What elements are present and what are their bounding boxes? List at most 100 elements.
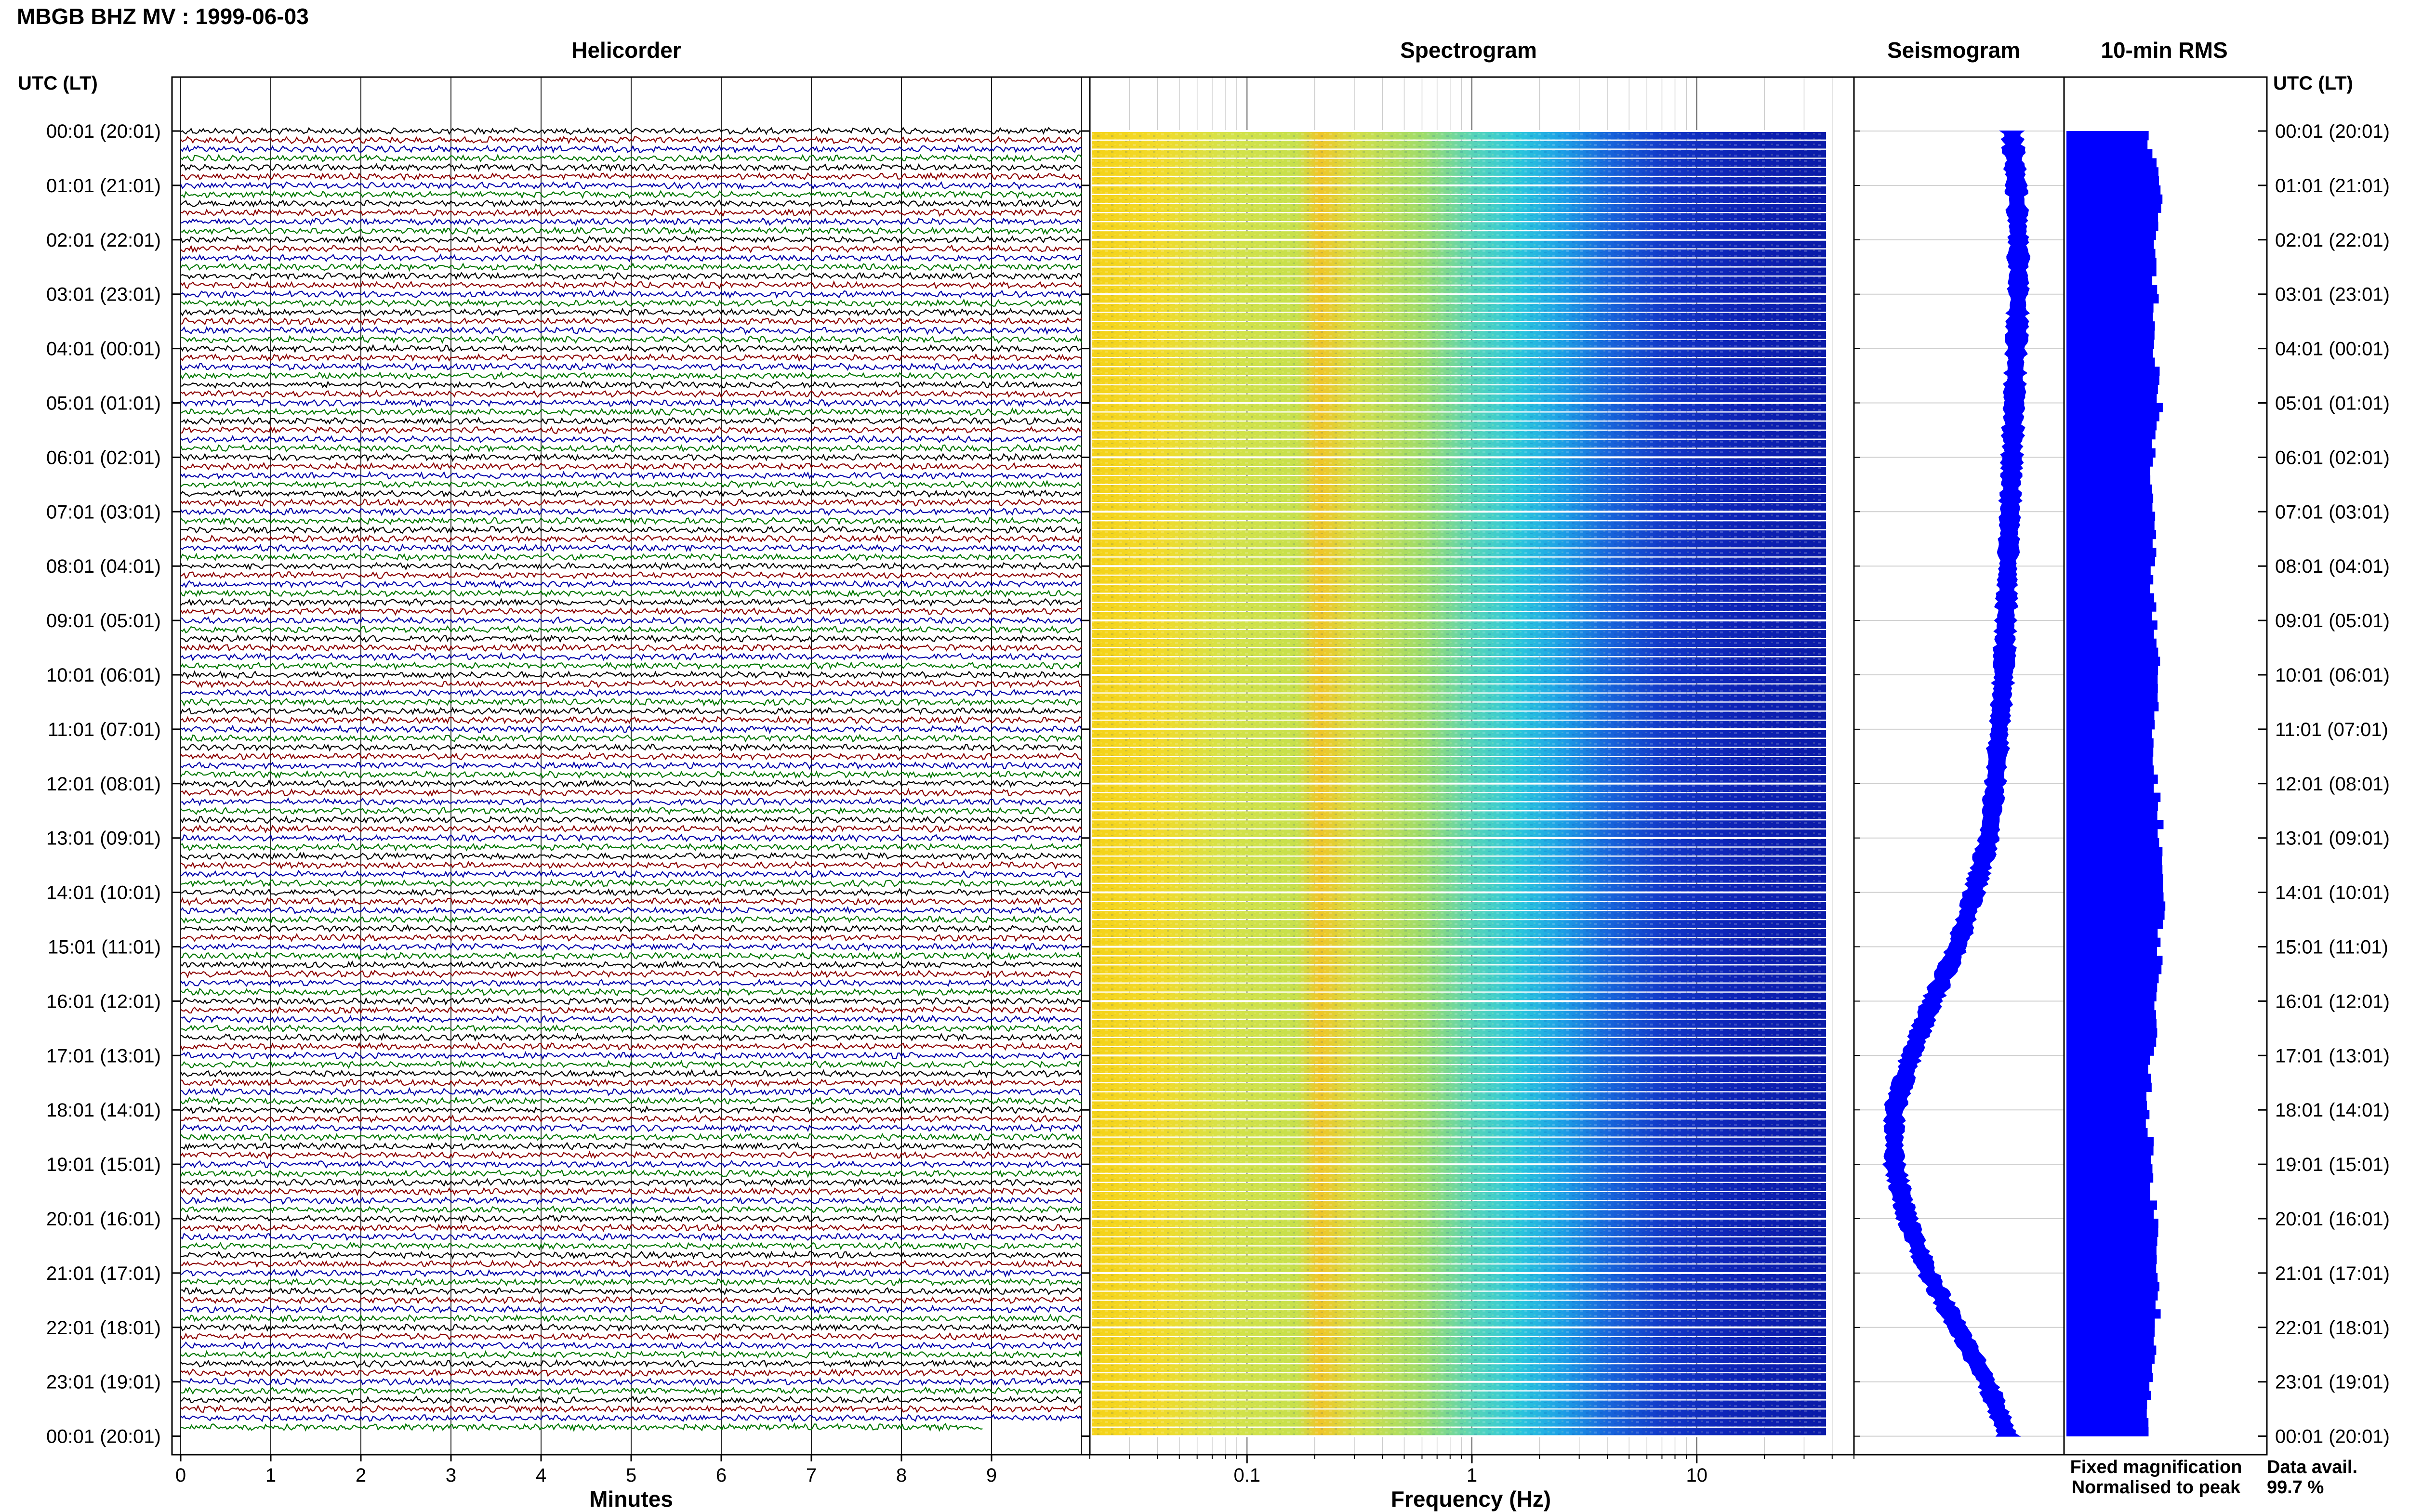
helicorder-trace bbox=[180, 1105, 1082, 1114]
spectrogram-row-texture bbox=[1092, 1255, 1826, 1263]
spectrogram-row-texture bbox=[1092, 1192, 1826, 1200]
helicorder-trace bbox=[180, 389, 1082, 398]
rms-bar bbox=[2066, 1236, 2158, 1246]
helicorder-trace bbox=[180, 743, 1082, 752]
rms-bar bbox=[2066, 847, 2163, 856]
helicorder-trace bbox=[180, 915, 1082, 924]
helicorder-trace bbox=[180, 942, 1082, 952]
rms-bar bbox=[2066, 1264, 2157, 1274]
helicorder-trace bbox=[180, 552, 1082, 562]
rms-bar bbox=[2066, 1372, 2153, 1382]
rms-bar bbox=[2066, 783, 2154, 793]
rms-bar bbox=[2066, 412, 2159, 421]
time-label-right: 08:01 (04:01) bbox=[2275, 556, 2390, 577]
helicorder-trace bbox=[180, 1277, 1082, 1287]
rms-bar bbox=[2066, 249, 2156, 258]
spectrogram-row-texture bbox=[1092, 1137, 1826, 1146]
helicorder-trace bbox=[180, 235, 1082, 244]
helicorder-trace bbox=[180, 498, 1082, 507]
spectrogram-row-texture bbox=[1092, 403, 1826, 412]
rms-bar bbox=[2066, 167, 2159, 177]
helicorder-trace bbox=[180, 761, 1082, 770]
time-label-right: 20:01 (16:01) bbox=[2275, 1209, 2390, 1230]
spectrogram-row-texture bbox=[1092, 539, 1826, 548]
spectrogram-row-texture bbox=[1092, 1119, 1826, 1128]
spectrogram-row-texture bbox=[1092, 276, 1826, 285]
spectrogram-row-texture bbox=[1092, 485, 1826, 493]
rms-bar bbox=[2066, 502, 2153, 512]
spectrogram-row-texture bbox=[1092, 1074, 1826, 1082]
rms-bar bbox=[2066, 765, 2154, 775]
rms-bar bbox=[2066, 657, 2160, 666]
rms-bar bbox=[2066, 1055, 2150, 1065]
rms-bar bbox=[2066, 965, 2162, 974]
helicorder-trace bbox=[180, 1087, 1082, 1096]
spectrogram-row-texture bbox=[1092, 1319, 1826, 1327]
rms-bar bbox=[2066, 956, 2163, 965]
rms-bar bbox=[2066, 1155, 2151, 1165]
spectrogram-row-texture bbox=[1092, 847, 1826, 856]
helicorder-trace bbox=[180, 1341, 1082, 1350]
helicorder-trace bbox=[180, 163, 1082, 172]
time-label-left: 22:01 (18:01) bbox=[46, 1317, 161, 1339]
time-labels-left: 00:01 (20:01) 01:01 (21:01) 02:01 (22:01) 0… bbox=[46, 121, 161, 1447]
spectrogram-row-texture bbox=[1092, 294, 1826, 303]
helicorder-trace bbox=[180, 1232, 1082, 1242]
helicorder-trace bbox=[180, 198, 1082, 208]
helicorder-trace bbox=[180, 1368, 1083, 1378]
helicorder-trace bbox=[180, 217, 1082, 226]
time-label-right: 22:01 (18:01) bbox=[2275, 1317, 2390, 1339]
spectrogram-row-texture bbox=[1092, 186, 1826, 194]
helicorder-trace bbox=[180, 978, 1082, 987]
spectrogram-row-texture bbox=[1092, 1201, 1826, 1209]
spectrogram-row-texture bbox=[1092, 303, 1826, 312]
minute-axis: 0 1 2 3 4 5 6 7 8 9 bbox=[175, 1455, 997, 1486]
helicorder-trace bbox=[180, 960, 1082, 969]
helicorder-trace bbox=[180, 869, 1082, 879]
time-label-right: 07:01 (03:01) bbox=[2275, 501, 2390, 523]
spectrogram-row-texture bbox=[1092, 938, 1826, 947]
rms-bar bbox=[2066, 1146, 2154, 1156]
helicorder-trace bbox=[180, 1350, 1083, 1359]
spectrogram-row-texture bbox=[1092, 911, 1826, 919]
rms-bar bbox=[2066, 529, 2157, 539]
spectrogram-row-texture bbox=[1092, 576, 1826, 584]
spectrogram-row-texture bbox=[1092, 1409, 1826, 1418]
rms-bar bbox=[2066, 910, 2165, 920]
spectrogram-row-texture bbox=[1092, 322, 1826, 330]
spectrogram-row-texture bbox=[1092, 1029, 1826, 1037]
rms-bar bbox=[2066, 702, 2159, 711]
spectrogram-row-texture bbox=[1092, 693, 1826, 702]
time-label-left: 23:01 (19:01) bbox=[46, 1372, 161, 1393]
rms-bar bbox=[2066, 131, 2149, 141]
rms-bar bbox=[2066, 1128, 2148, 1138]
time-label-left: 16:01 (12:01) bbox=[46, 991, 161, 1012]
spectrogram-row-texture bbox=[1092, 412, 1826, 421]
spectrogram-row-texture bbox=[1092, 775, 1826, 783]
spectrogram-row-texture bbox=[1092, 630, 1826, 638]
time-label-right: 23:01 (19:01) bbox=[2275, 1372, 2390, 1393]
helicorder-trace bbox=[180, 1114, 1082, 1123]
panel-frame bbox=[2063, 76, 2268, 1456]
rms-bar bbox=[2066, 883, 2163, 893]
helicorder-trace bbox=[180, 951, 1082, 961]
spectrogram-row-texture bbox=[1092, 1328, 1826, 1336]
helicorder-trace bbox=[180, 226, 1082, 236]
seismogram-panel bbox=[1854, 131, 2064, 1437]
time-label-left: 17:01 (13:01) bbox=[46, 1045, 161, 1066]
rms-bar bbox=[2066, 865, 2163, 875]
time-label-left: 19:01 (15:01) bbox=[46, 1154, 161, 1175]
spectrogram-row-texture bbox=[1092, 1146, 1826, 1155]
time-label-right: 00:01 (20:01) bbox=[2275, 121, 2390, 142]
rms-bar bbox=[2066, 575, 2154, 585]
rms-bar bbox=[2066, 1364, 2152, 1373]
time-label-left: 08:01 (04:01) bbox=[46, 556, 161, 577]
time-label-right: 19:01 (15:01) bbox=[2275, 1154, 2390, 1175]
rms-bar bbox=[2066, 638, 2157, 648]
rms-bar bbox=[2066, 820, 2164, 829]
helicorder-trace bbox=[180, 1078, 1082, 1087]
spectrogram-row-texture bbox=[1092, 267, 1826, 276]
helicorder-trace bbox=[180, 489, 1082, 499]
spectrogram-row-texture bbox=[1092, 213, 1826, 221]
rms-bar bbox=[2066, 321, 2155, 331]
